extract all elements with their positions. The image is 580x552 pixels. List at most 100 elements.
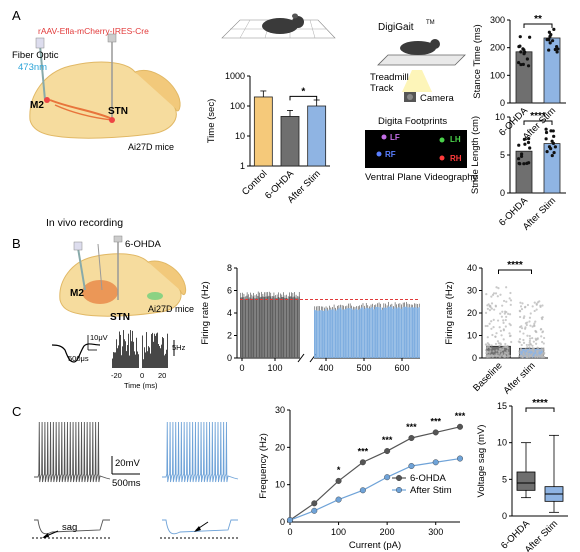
- firing-tc-bin: [373, 309, 375, 358]
- stance-ytick-label: 0: [500, 98, 505, 108]
- scale-ms: 500ms: [112, 478, 141, 489]
- firing-sum-dot: [519, 305, 523, 308]
- stance-bar-1: [543, 37, 561, 104]
- firing-tc-bin: [392, 308, 395, 358]
- fi-significance: ***: [406, 422, 417, 432]
- fi-ylabel: Frequency (Hz): [258, 433, 269, 498]
- firing-sum-ytick-label: 40: [467, 263, 477, 273]
- firing-sum-dot: [484, 349, 488, 352]
- sag-ytick-label: 10: [497, 438, 507, 448]
- firing-sum-dot: [496, 295, 499, 298]
- stance-dot: [525, 57, 529, 61]
- scale-hz: 5Hz: [172, 343, 186, 352]
- firing-sum-dot: [495, 354, 498, 357]
- fi-point: [457, 423, 464, 430]
- firing-tc-bin: [341, 309, 343, 358]
- firing-sum-dot: [501, 304, 504, 307]
- firing-tc-bin: [249, 297, 251, 358]
- stride-significance: ****: [530, 111, 546, 122]
- fi-point: [359, 487, 366, 494]
- firing-tc-bin: [375, 307, 377, 358]
- firing-tc-bin: [273, 296, 275, 358]
- firing-sum-dot: [528, 349, 531, 352]
- firing-sum-dot: [490, 344, 493, 347]
- firing-sum-dot: [542, 348, 545, 352]
- firing-sum-dot: [508, 297, 511, 300]
- firing-sum-dot: [484, 311, 488, 314]
- firing-sum-dot: [540, 347, 543, 350]
- fi-point: [335, 477, 342, 484]
- firing-sum-dot: [520, 354, 523, 357]
- sag-box-0: [516, 471, 536, 491]
- fi-significance: *: [337, 465, 341, 475]
- sag-label: sag: [62, 522, 77, 533]
- firing-sum-dot: [503, 312, 506, 315]
- firing-sum-dot: [536, 346, 539, 349]
- firing-sum-dot: [502, 328, 505, 331]
- firing-tc-bin: [279, 298, 281, 358]
- autocorr-tick-left: -20: [111, 371, 122, 380]
- firing-sum-dot: [486, 324, 489, 328]
- fi-legend-label: 6-OHDA: [410, 473, 447, 484]
- firing-sum-dot: [533, 301, 536, 304]
- stance-ytick-label: 200: [490, 43, 505, 53]
- firing-tc-ytick-label: 4: [227, 308, 232, 318]
- firing-tc-bin: [288, 296, 291, 358]
- autocorr-bin: [160, 348, 161, 368]
- firing-sum-dot: [539, 304, 542, 307]
- footprint-panel: [365, 130, 467, 168]
- sag-bracket: [525, 407, 555, 412]
- firing-sum-dot: [528, 355, 531, 359]
- voltage-trace-after-stim: [160, 421, 239, 539]
- region-m2-b: M2: [70, 288, 84, 299]
- fi-ytick-label: 20: [275, 442, 285, 452]
- firing-sum-dot: [498, 352, 501, 355]
- firing-sum-dot: [488, 345, 491, 348]
- firing-tc-bin: [265, 296, 267, 358]
- autocorr-bin: [128, 333, 129, 368]
- fi-legend-label: After Stim: [410, 485, 452, 496]
- firing-tc-bin: [334, 310, 337, 358]
- firing-tc-bin: [411, 307, 414, 358]
- firing-sum-dot: [489, 355, 492, 358]
- firing-sum-dot: [532, 340, 535, 343]
- firing-sum-dot: [490, 307, 493, 310]
- firing-sum-dot: [486, 336, 489, 339]
- fi-xlabel: Current (pA): [349, 540, 401, 551]
- stride-ytick-label: 5: [500, 150, 505, 160]
- firing-sum-dot: [495, 332, 498, 335]
- stride-dot: [528, 146, 532, 150]
- autocorr-bin: [121, 355, 122, 368]
- firing-sum-dot: [523, 306, 527, 309]
- autocorr-bin: [134, 351, 135, 368]
- panel-letter-c: C: [12, 404, 21, 419]
- firing-tc-bin: [331, 309, 334, 358]
- firing-sum-dot: [505, 286, 508, 289]
- firing-tc-bin: [415, 306, 417, 358]
- firing-sum-dot: [509, 291, 512, 295]
- autocorr-bin: [162, 336, 163, 368]
- firing-sum-dot: [495, 349, 498, 352]
- firing-tc-bin: [258, 297, 261, 358]
- time-ytick-label: 1000: [225, 71, 245, 81]
- stride-ytick-label: 0: [500, 188, 505, 198]
- autocorr-bin: [148, 346, 149, 368]
- firing-tc-bin: [247, 298, 250, 358]
- firing-tc-bin: [386, 307, 388, 358]
- firing-sum-dot: [526, 303, 530, 307]
- firing-sum-dot: [508, 322, 511, 325]
- firing-sum-dot: [541, 340, 544, 344]
- firing-tc-bin: [270, 296, 272, 358]
- firing-sum-dot: [519, 310, 522, 313]
- firing-sum-dot: [503, 354, 506, 358]
- firing-sum-dot: [534, 337, 537, 340]
- firing-tc-bin: [394, 307, 396, 358]
- firing-sum-dot: [485, 355, 488, 358]
- firing-tc-bin: [318, 310, 321, 358]
- firing-sum-dot: [490, 353, 493, 357]
- firing-tc-bin: [344, 309, 346, 358]
- ventral-videography-label: Ventral Plane Videography: [365, 172, 478, 183]
- firing-sum-dot: [527, 343, 531, 347]
